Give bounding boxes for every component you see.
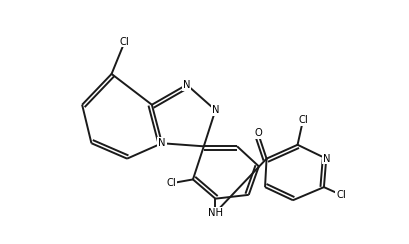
Text: Cl: Cl [166, 178, 176, 188]
Text: O: O [254, 128, 262, 138]
Text: N: N [212, 105, 219, 115]
Text: N: N [158, 138, 166, 148]
Text: Cl: Cl [336, 190, 346, 200]
Text: Cl: Cl [120, 37, 130, 47]
Text: Cl: Cl [298, 115, 308, 125]
Text: NH: NH [208, 208, 223, 218]
Text: N: N [323, 154, 330, 164]
Text: N: N [183, 80, 191, 90]
